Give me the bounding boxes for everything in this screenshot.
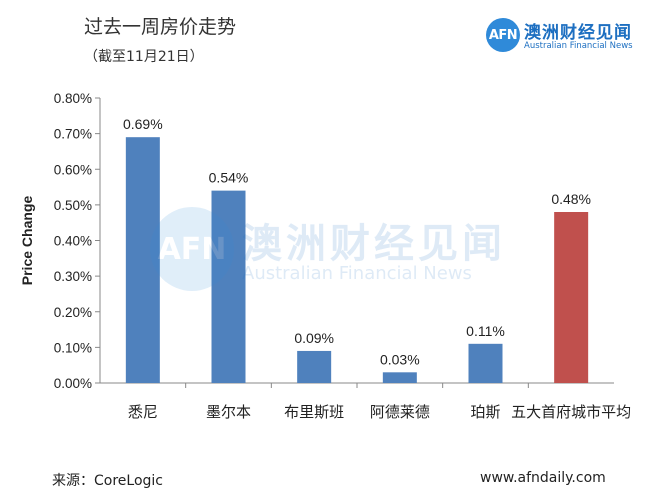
- x-category-label: 阿德莱德: [370, 403, 430, 421]
- bar: [382, 372, 417, 383]
- bar-data-label: 0.11%: [466, 323, 505, 339]
- afn-logo: AFN 澳洲财经见闻 Australian Financial News: [486, 16, 636, 56]
- y-tick-label: 0.70%: [54, 127, 92, 142]
- x-category-label: 布里斯班: [284, 403, 344, 421]
- source-note: 来源：CoreLogic: [52, 473, 163, 489]
- y-tick-label: 0.80%: [54, 91, 92, 106]
- x-category-label: 悉尼: [128, 403, 158, 421]
- bar: [125, 137, 160, 383]
- bar-data-label: 0.54%: [209, 170, 249, 186]
- y-axis-title: Price Change: [19, 196, 35, 286]
- bar-data-label: 0.03%: [380, 351, 420, 367]
- logo-name-cn: 澳洲财经见闻: [524, 23, 632, 43]
- x-category-label: 珀斯: [470, 403, 500, 421]
- bar-data-label: 0.69%: [123, 116, 163, 132]
- bar-data-label: 0.09%: [294, 330, 334, 346]
- chart-title: 过去一周房价走势: [84, 16, 237, 38]
- logo-name-en: Australian Financial News: [524, 41, 633, 51]
- y-tick-label: 0.20%: [54, 305, 92, 320]
- bar-data-label: 0.48%: [551, 191, 591, 207]
- bar: [211, 190, 246, 383]
- bar: [554, 212, 589, 383]
- x-category-label: 墨尔本: [206, 403, 251, 421]
- y-tick-label: 0.10%: [54, 340, 92, 355]
- website-url: www.afndaily.com: [480, 470, 606, 486]
- y-tick-label: 0.40%: [54, 234, 92, 249]
- y-tick-label: 0.30%: [54, 269, 92, 284]
- bar: [468, 343, 503, 383]
- y-tick-label: 0.00%: [54, 376, 92, 391]
- x-category-label: 五大首府城市平均: [511, 403, 631, 421]
- afn-logo-icon: AFN: [486, 18, 520, 52]
- y-tick-label: 0.60%: [54, 162, 92, 177]
- bar: [297, 350, 332, 383]
- y-tick-label: 0.50%: [54, 198, 92, 213]
- chart-subtitle: （截至11月21日）: [84, 49, 204, 65]
